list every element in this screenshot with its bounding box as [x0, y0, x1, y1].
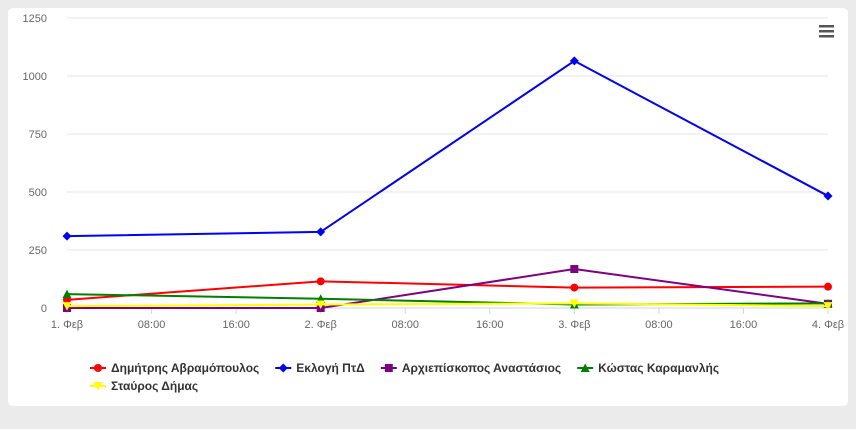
data-point[interactable] — [62, 231, 72, 241]
series-line — [67, 268, 829, 309]
data-point[interactable] — [569, 299, 579, 308]
legend-label: Κώστας Καραμανλής — [598, 361, 719, 375]
x-tick-label: 16:00 — [730, 319, 758, 331]
chart-card: 0 250 500 750 1000 1250 1. Φεβ 08:00 16:00 2. Φε… — [8, 8, 848, 406]
x-tick-label: 1. Φεβ — [51, 319, 83, 331]
hamburger-menu-icon[interactable] — [818, 22, 836, 40]
data-point[interactable] — [569, 56, 579, 66]
legend-label: Εκλογή ΠτΔ — [296, 361, 365, 375]
grid-lines — [67, 17, 828, 309]
x-tick-label: 16:00 — [222, 319, 250, 331]
x-tick-label: 08:00 — [391, 319, 419, 331]
x-tick-label: 2. Φεβ — [305, 319, 337, 331]
data-point[interactable] — [62, 302, 72, 311]
legend-symbol[interactable] — [580, 363, 590, 373]
x-tick-label: 4. Φεβ — [812, 319, 844, 331]
legend-label: Αρχιεπίσκοπος Αναστάσιος — [402, 361, 561, 375]
data-point[interactable] — [570, 283, 579, 292]
x-tick-label: 3. Φεβ — [558, 319, 590, 331]
data-point[interactable] — [316, 227, 326, 237]
legend-item[interactable]: Σταύρος Δήμας — [90, 379, 198, 393]
legend-symbol[interactable] — [94, 364, 102, 372]
x-tick-label: 16:00 — [476, 319, 504, 331]
legend-label: Σταύρος Δήμας — [111, 379, 198, 393]
y-axis: 0 250 500 750 1000 1250 — [23, 13, 47, 315]
legend-symbol[interactable] — [384, 364, 393, 372]
series-1 — [62, 56, 833, 241]
legend[interactable]: Δημήτρης Αβραμόπουλος Εκλογή ΠτΔ Αρχιεπίσκ… — [90, 361, 719, 393]
legend-item[interactable]: Δημήτρης Αβραμόπουλος — [90, 361, 259, 375]
series-0 — [63, 277, 832, 304]
x-axis: 1. Φεβ 08:00 16:00 2. Φεβ 08:00 16:00 3. Φεβ 08… — [51, 308, 844, 331]
legend-symbol[interactable] — [278, 363, 288, 373]
data-point[interactable] — [823, 302, 833, 311]
series-line — [66, 59, 829, 238]
series-4 — [62, 299, 833, 311]
data-point[interactable] — [823, 191, 833, 201]
legend-item[interactable]: Εκλογή ΠτΔ — [275, 361, 365, 375]
data-point[interactable] — [62, 289, 72, 299]
data-point[interactable] — [316, 300, 326, 310]
x-tick-label: 08:00 — [138, 319, 166, 331]
y-tick-label: 250 — [29, 245, 47, 257]
legend-item[interactable]: Αρχιεπίσκοπος Αναστάσιος — [380, 361, 561, 375]
series-line — [66, 302, 829, 308]
x-tick-label: 08:00 — [645, 319, 673, 331]
data-point[interactable] — [570, 265, 579, 274]
y-tick-label: 1250 — [23, 13, 47, 25]
legend-symbol[interactable] — [93, 382, 103, 391]
legend-item[interactable]: Κώστας Καραμανλής — [577, 361, 719, 375]
y-tick-label: 1000 — [23, 71, 47, 83]
y-tick-label: 500 — [29, 187, 47, 199]
y-tick-label: 750 — [29, 129, 47, 141]
data-point[interactable] — [316, 277, 325, 286]
legend-label: Δημήτρης Αβραμόπουλος — [111, 361, 259, 375]
line-chart: 0 250 500 750 1000 1250 1. Φεβ 08:00 16:00 2. Φε… — [23, 13, 845, 393]
data-point[interactable] — [824, 282, 832, 291]
y-tick-label: 0 — [41, 303, 47, 315]
series-group — [62, 56, 833, 312]
